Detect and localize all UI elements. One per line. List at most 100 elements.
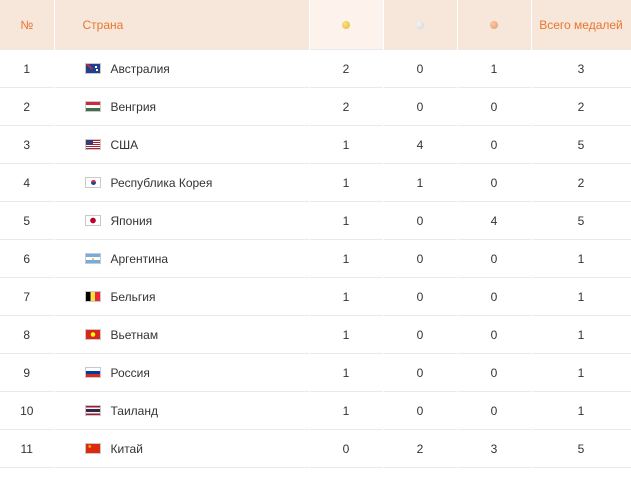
silver-count: 0 (383, 49, 458, 88)
gold-medal-icon (342, 20, 350, 29)
bronze-count: 0 (457, 277, 532, 316)
rank-cell: 3 (0, 125, 55, 164)
gold-count: 1 (309, 125, 384, 164)
table-row[interactable]: 9 Россия 1 0 0 1 (0, 353, 631, 392)
total-count: 1 (531, 315, 631, 354)
silver-count: 0 (383, 201, 458, 240)
silver-count: 1 (383, 163, 458, 202)
bronze-count: 3 (457, 429, 532, 468)
thailand-flag-icon (84, 405, 101, 417)
gold-count: 1 (309, 315, 384, 354)
gold-count: 1 (309, 353, 384, 392)
country-cell[interactable]: США (54, 125, 310, 164)
total-count: 2 (531, 163, 631, 202)
country-name: Венгрия (110, 99, 157, 114)
rank-cell: 11 (0, 429, 55, 468)
country-name: Австралия (110, 61, 170, 76)
country-cell[interactable]: Австралия (54, 49, 310, 88)
rank-cell: 10 (0, 391, 55, 430)
country-cell[interactable]: Япония (54, 201, 310, 240)
bronze-count: 0 (457, 239, 532, 278)
bronze-count: 0 (457, 391, 532, 430)
table-row[interactable]: 3 США 1 4 0 5 (0, 125, 631, 164)
country-cell[interactable]: Таиланд (54, 391, 310, 430)
rank-cell: 8 (0, 315, 55, 354)
bronze-count: 0 (457, 87, 532, 126)
bronze-count: 0 (457, 163, 532, 202)
country-cell[interactable]: Венгрия (54, 87, 310, 126)
silver-medal-icon (416, 20, 424, 29)
bronze-medal-icon (490, 20, 498, 29)
country-name: Аргентина (110, 251, 169, 266)
table-row[interactable]: 11 ★ Китай 0 2 3 5 (0, 429, 631, 468)
country-name: Япония (110, 213, 153, 228)
gold-header[interactable] (309, 0, 384, 50)
bronze-header[interactable] (457, 0, 532, 50)
country-cell[interactable]: Вьетнам (54, 315, 310, 354)
gold-count: 1 (309, 391, 384, 430)
rank-cell: 9 (0, 353, 55, 392)
usa-flag-icon (84, 139, 101, 151)
bronze-count: 1 (457, 49, 532, 88)
country-name: Вьетнам (110, 327, 159, 342)
country-name: Таиланд (110, 403, 158, 418)
bronze-count: 0 (457, 353, 532, 392)
table-row[interactable]: 6 Аргентина 1 0 0 1 (0, 239, 631, 278)
silver-count: 0 (383, 315, 458, 354)
country-cell[interactable]: Аргентина (54, 239, 310, 278)
table-row[interactable]: 1 Австралия 2 0 1 3 (0, 49, 631, 88)
silver-header[interactable] (383, 0, 458, 50)
japan-flag-icon (84, 215, 101, 227)
country-cell[interactable]: Бельгия (54, 277, 310, 316)
country-cell[interactable]: Республика Корея (54, 163, 310, 202)
country-name: Россия (110, 365, 150, 380)
rank-cell: 2 (0, 87, 55, 126)
table-row[interactable]: 4 Республика Корея 1 1 0 2 (0, 163, 631, 202)
table-row[interactable]: 10 Таиланд 1 0 0 1 (0, 391, 631, 430)
country-name: Бельгия (110, 289, 156, 304)
total-count: 1 (531, 277, 631, 316)
total-count: 5 (531, 429, 631, 468)
silver-count: 0 (383, 277, 458, 316)
total-count: 2 (531, 87, 631, 126)
rank-cell: 5 (0, 201, 55, 240)
bronze-count: 4 (457, 201, 532, 240)
belgium-flag-icon (84, 291, 101, 303)
country-cell[interactable]: Россия (54, 353, 310, 392)
silver-count: 0 (383, 87, 458, 126)
table-row[interactable]: 5 Япония 1 0 4 5 (0, 201, 631, 240)
silver-count: 0 (383, 239, 458, 278)
rank-header[interactable]: № (0, 0, 55, 50)
total-header[interactable]: Всего медалей (531, 0, 631, 50)
country-name: США (110, 137, 139, 152)
rank-cell: 4 (0, 163, 55, 202)
gold-count: 1 (309, 239, 384, 278)
silver-count: 0 (383, 391, 458, 430)
bronze-count: 0 (457, 125, 532, 164)
table-row[interactable]: 7 Бельгия 1 0 0 1 (0, 277, 631, 316)
rank-cell: 1 (0, 49, 55, 88)
rank-cell: 7 (0, 277, 55, 316)
rank-cell: 6 (0, 239, 55, 278)
korea-flag-icon (84, 177, 101, 189)
table-body: 1 Австралия 2 0 1 3 2 Венгрия 2 0 0 2 3 США 1 4 0 5 4 Респу… (0, 49, 631, 474)
gold-count: 1 (309, 277, 384, 316)
gold-count: 0 (309, 429, 384, 468)
country-header[interactable]: Страна (54, 0, 310, 50)
russia-flag-icon (84, 367, 101, 379)
table-row[interactable]: 2 Венгрия 2 0 0 2 (0, 87, 631, 126)
silver-count: 2 (383, 429, 458, 468)
australia-flag-icon (84, 63, 101, 75)
gold-count: 1 (309, 163, 384, 202)
total-count: 1 (531, 353, 631, 392)
country-name: Республика Корея (110, 175, 213, 190)
bronze-count: 0 (457, 315, 532, 354)
silver-count: 4 (383, 125, 458, 164)
vietnam-flag-icon (84, 329, 101, 341)
silver-count: 0 (383, 353, 458, 392)
table-row[interactable]: 8 Вьетнам 1 0 0 1 (0, 315, 631, 354)
total-count: 5 (531, 201, 631, 240)
header-row: № Страна Всего медалей (0, 0, 631, 50)
country-cell[interactable]: ★ Китай (54, 429, 310, 468)
